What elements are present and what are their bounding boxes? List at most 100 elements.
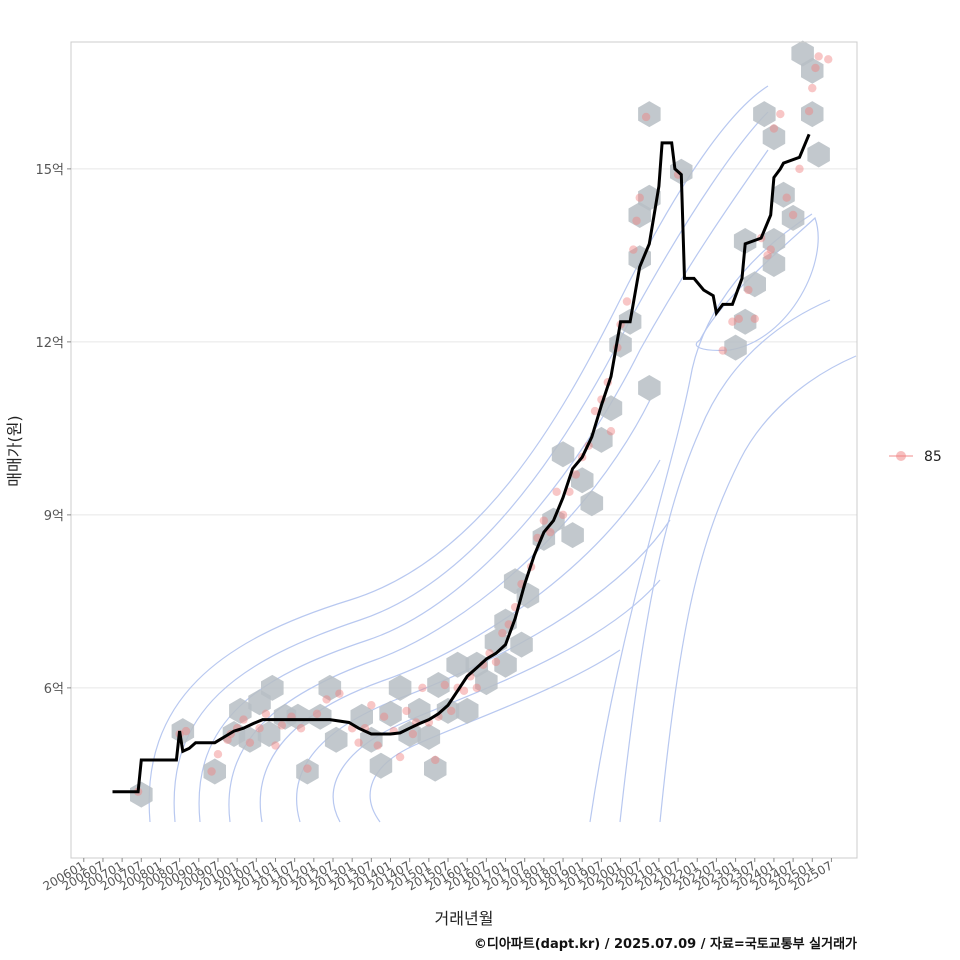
data-point [498,628,507,638]
data-point [788,210,798,220]
data-point [239,715,248,724]
hexbin-cell [561,522,584,549]
hexbin-cell [551,441,575,468]
data-point [379,712,389,721]
panel-border [70,41,858,859]
hexbin-cell [638,375,661,401]
data-point [472,683,481,693]
data-point [322,695,331,704]
data-point [213,749,223,759]
hexbin-cell [762,251,786,277]
hexbin-layer [130,40,830,808]
hexbin-cell [733,228,757,254]
hexbin-cell [494,651,517,678]
hexbin-cell [753,101,776,128]
hexbin-cell [424,755,447,782]
data-point [335,689,344,698]
hexbin-cell [408,697,431,724]
hexbin-cell [350,703,373,730]
hexbin-cell [762,228,786,254]
density-contour [173,111,769,823]
data-point [440,680,450,690]
data-point [373,741,382,750]
y-axis-title: 매매가(원) [5,415,24,486]
hexbin-cell [261,674,284,701]
data-point [808,83,817,93]
data-point [629,245,638,254]
data-point [776,109,785,119]
data-point [303,764,312,773]
y-tick-label: 15억 [35,163,64,178]
data-point [367,700,376,710]
data-point [245,738,255,747]
data-point [207,767,216,776]
hexbin-cell [628,202,651,228]
density-contour [148,85,769,823]
x-axis-title: 거래년월 [435,909,494,928]
data-point [606,427,616,436]
hexbin-cell [801,101,824,128]
data-point [296,724,306,733]
hexbin-cell [436,697,460,724]
data-point [641,112,651,122]
hexbin-cell [369,752,393,779]
data-point [402,706,411,716]
hexbin-cell [772,181,795,208]
hexbin-cell [171,718,195,745]
data-point [571,470,581,479]
hexbin-cell [324,726,348,753]
data-point [558,510,568,520]
hexbin-cell [398,721,421,747]
legend-point [896,451,906,461]
hexbin-cell [510,631,533,658]
hexbin-cell [590,426,613,453]
data-point [804,107,814,116]
data-point [565,487,574,497]
hexbin-cell [238,726,262,753]
hexbin-cell [286,703,310,730]
data-point [795,164,804,174]
data-point [312,709,322,719]
data-point [635,193,644,202]
density-contour [619,299,831,823]
hexbin-cell [571,467,594,494]
hexbin-cell [229,697,252,724]
data-point [277,721,287,730]
hexbin-cell [379,700,402,727]
hexbin-cell [762,124,786,151]
hexbin-cell [781,204,805,231]
data-point [539,516,549,525]
hexbin-cell [638,101,661,128]
hexbin-cell [446,651,469,678]
source-caption: ©디아파트(dapt.kr) / 2025.07.09 / 자료=국토교통부 실… [474,936,857,952]
y-tick-label: 6억 [44,682,64,697]
hexbin-cell [309,703,332,730]
hexbin-cell [724,334,747,361]
density-contour [695,216,819,351]
data-point [552,487,561,497]
data-point [814,52,823,61]
hexbin-cell [296,758,319,785]
density-contour [259,459,661,823]
data-point [418,683,427,693]
data-point [181,726,191,736]
data-point [718,346,728,355]
hexbin-cell [801,57,824,84]
trend-line [112,133,811,794]
hexbin-cell [455,697,479,724]
data-point [261,709,271,719]
density-contour [659,355,857,823]
hexbin-cell [257,721,281,747]
legend: 85 [889,449,942,465]
hexbin-cell [427,672,450,698]
data-point [395,752,405,762]
hexbin-cell [599,395,623,422]
hexbin-cell [475,669,498,696]
data-point [769,124,779,133]
data-point [728,317,737,326]
hexbin-cell [807,141,830,168]
data-point [459,686,469,695]
data-point [744,285,753,295]
